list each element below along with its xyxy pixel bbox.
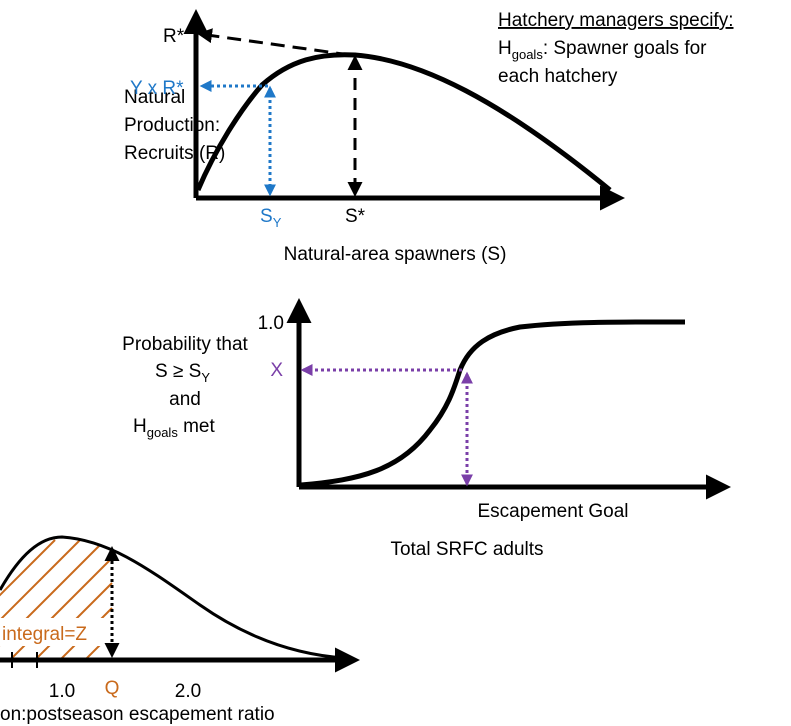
r-star-arrow: [197, 28, 351, 57]
y-label: Natural: [124, 87, 185, 108]
h: H: [498, 38, 512, 59]
yr-star-label: Y x R*: [130, 78, 184, 99]
x-marker: X: [270, 360, 283, 381]
tick-label: 1.0: [49, 681, 75, 702]
recruit-curve: [195, 52, 612, 192]
x-label: Natural-area spawners (S): [284, 244, 507, 265]
y-label: and: [169, 389, 201, 410]
tick-label: 2.0: [175, 681, 201, 702]
sy-label: SY: [260, 206, 282, 230]
x-label: Total SRFC adults: [390, 539, 543, 560]
probability-curve: [300, 319, 686, 488]
h-sub: goals: [147, 425, 179, 440]
sy-main: S: [260, 206, 273, 227]
x-label: on:postseason escapement ratio: [0, 704, 275, 725]
s-sub: Y: [201, 370, 210, 385]
note-line: Hgoals: Spawner goals for: [498, 38, 707, 62]
integral-label: integral=Z: [2, 624, 87, 645]
middle-panel: 1.0 X Probability that S ≥ SY and Hgoals…: [122, 298, 731, 560]
h-sub: goals: [512, 47, 544, 62]
y-label: Probability that: [122, 334, 248, 355]
bottom-panel: integral=Z 1.0 Q 2.0 on:postseason escap…: [0, 535, 360, 725]
note-line: each hatchery: [498, 66, 618, 87]
y-label: S ≥ SY: [155, 361, 210, 385]
y-label: Production:: [124, 115, 220, 136]
h-rest: met: [178, 416, 216, 437]
y-top-label: 1.0: [258, 313, 284, 334]
r-star-label: R*: [163, 26, 185, 47]
sy-sub: Y: [273, 215, 282, 230]
note-heading: Hatchery managers specify:: [498, 10, 734, 31]
y-label: Recruits (R): [124, 143, 225, 164]
ratio-curve: [0, 535, 346, 660]
y-label: Hgoals met: [133, 416, 215, 440]
s-ge: S ≥ S: [155, 361, 201, 382]
top-panel: Natural Production: Recruits (R) R* Y x …: [124, 9, 625, 265]
tick-label: Q: [105, 678, 120, 699]
label-bg: [0, 618, 112, 646]
s-star-label: S*: [345, 206, 366, 227]
hatchery-note: Hatchery managers specify: Hgoals: Spawn…: [498, 10, 734, 87]
h: H: [133, 416, 147, 437]
h-rest: : Spawner goals for: [543, 38, 707, 59]
goal-label: Escapement Goal: [477, 501, 628, 522]
